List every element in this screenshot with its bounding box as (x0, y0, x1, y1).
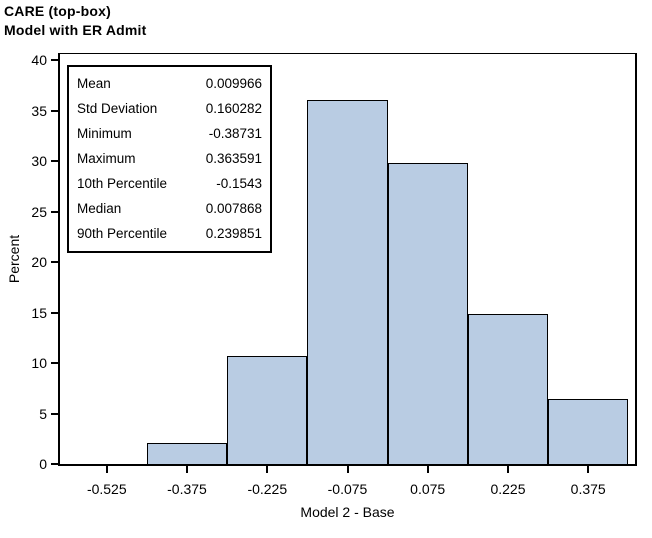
stats-label: 10th Percentile (77, 176, 168, 191)
y-axis-tick-label: 35 (31, 102, 47, 119)
chart-title-line2: Model with ER Admit (4, 22, 147, 38)
stats-row: Minimum -0.38731 (77, 121, 262, 146)
y-axis-tick-label: 25 (31, 203, 47, 220)
y-axis-tick-label: 10 (31, 355, 47, 372)
stats-label: Median (77, 201, 122, 216)
y-axis-tick (51, 59, 58, 62)
x-axis-tick-label: -0.075 (327, 481, 368, 497)
y-axis-tick (51, 160, 58, 163)
histogram-bar (467, 313, 548, 464)
histogram-bar (227, 356, 308, 464)
histogram-bar (146, 442, 228, 464)
stats-value: 0.239851 (205, 226, 262, 241)
x-axis-tick-label: 0.225 (490, 481, 526, 497)
x-axis-tick-label: -0.525 (86, 481, 127, 497)
y-axis-tick (51, 261, 58, 264)
stats-value: 0.363591 (205, 151, 262, 166)
x-axis-tick-label: 0.375 (570, 481, 606, 497)
y-axis-tick (51, 412, 58, 415)
y-axis-tick-label: 20 (31, 254, 47, 271)
x-axis-tick (426, 466, 429, 473)
histogram-bar (387, 163, 468, 464)
stats-row: Maximum 0.363591 (77, 146, 262, 171)
plot-area-frame: Percent Model 2 - Base Mean 0.009966 Std D… (6, 52, 637, 520)
stats-row: Median 0.007868 (77, 196, 262, 221)
x-axis-title: Model 2 - Base (300, 504, 395, 520)
plot-area: Percent Model 2 - Base Mean 0.009966 Std D… (6, 52, 635, 520)
histogram-bar (307, 99, 388, 464)
y-axis-tick (51, 109, 58, 112)
stats-value: 0.009966 (205, 76, 262, 91)
x-axis-tick (507, 466, 509, 473)
y-axis-tick-label: 5 (39, 405, 47, 422)
y-axis-tick-label: 15 (31, 304, 47, 321)
stats-label: 90th Percentile (77, 226, 168, 241)
chart-title-block: CARE (top-box) Model with ER Admit (4, 2, 147, 40)
x-axis-tick-label: -0.225 (247, 481, 288, 497)
stats-label: Std Deviation (77, 101, 158, 116)
summary-statistics-inset: Mean 0.009966 Std Deviation 0.160282 Minimum… (67, 65, 272, 253)
stats-label: Mean (77, 76, 111, 91)
y-axis-tick (51, 362, 58, 365)
y-axis-tick-label: 0 (39, 456, 47, 472)
chart-title-line1: CARE (top-box) (4, 3, 112, 19)
stats-value: -0.38731 (208, 126, 262, 141)
stats-label: Maximum (77, 151, 136, 166)
x-axis-tick (105, 466, 108, 473)
stats-label: Minimum (77, 126, 132, 141)
x-axis-tick (587, 466, 590, 473)
stats-value: 0.007868 (205, 201, 262, 216)
y-axis-tick-label: 40 (31, 52, 47, 69)
stats-row: 10th Percentile -0.1543 (77, 171, 262, 196)
histogram-bar (548, 399, 629, 464)
y-axis-tick-label: 30 (31, 153, 47, 170)
stats-value: 0.160282 (205, 101, 262, 116)
stats-value: -0.1543 (216, 176, 262, 191)
stats-row: 90th Percentile 0.239851 (77, 221, 262, 246)
x-axis-tick (346, 466, 349, 473)
x-axis-tick-label: -0.375 (167, 481, 207, 497)
x-axis-tick-label: 0.075 (410, 481, 446, 497)
x-axis-tick (266, 466, 269, 473)
stats-row: Std Deviation 0.160282 (77, 96, 262, 121)
y-axis-tick (51, 210, 58, 213)
y-axis-tick (51, 463, 58, 465)
x-axis-tick (186, 466, 188, 473)
stats-row: Mean 0.009966 (77, 71, 262, 96)
y-axis-tick (51, 311, 58, 314)
